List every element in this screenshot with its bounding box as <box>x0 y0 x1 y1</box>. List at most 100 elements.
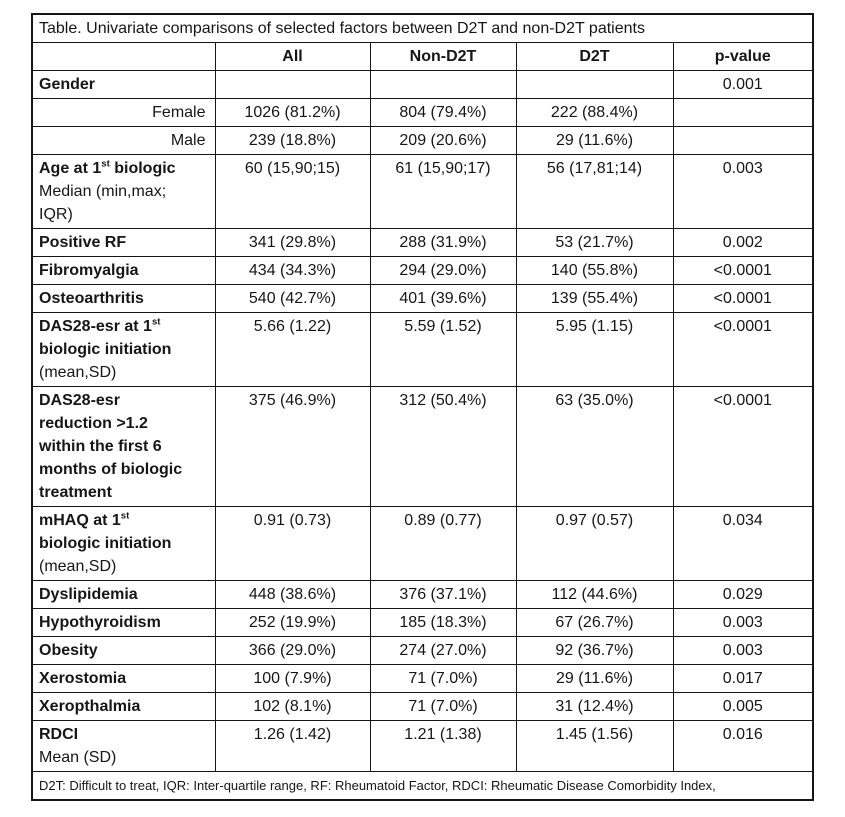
cell-non-d2t: 209 (20.6%) <box>369 126 517 155</box>
cell-non-d2t: 274 (27.0%) <box>369 636 517 665</box>
col-header-all: All <box>214 42 371 71</box>
row-label: DAS28-esr at 1st biologic initiation (mean… <box>31 312 216 387</box>
cell-d2t: 5.95 (1.15) <box>515 312 674 387</box>
cell-p-value <box>672 126 814 155</box>
row-label: Hypothyroidism <box>31 608 216 637</box>
cell-non-d2t: 401 (39.6%) <box>369 284 517 313</box>
cell-d2t: 140 (55.8%) <box>515 256 674 285</box>
cell-p-value: 0.034 <box>672 506 814 581</box>
cell-p-value: 0.002 <box>672 228 814 257</box>
table-header-row: All Non-D2T D2T p-value <box>31 42 814 71</box>
table-row: mHAQ at 1st biologic initiation (mean,SD) 0… <box>31 506 814 581</box>
cell-d2t: 29 (11.6%) <box>515 664 674 693</box>
table-row: Fibromyalgia 434 (34.3%) 294 (29.0%) 140 (5… <box>31 256 814 285</box>
table-row: Dyslipidemia 448 (38.6%) 376 (37.1%) 112 (4… <box>31 580 814 609</box>
table-title: Table. Univariate comparisons of selecte… <box>31 13 814 43</box>
table-title-row: Table. Univariate comparisons of selecte… <box>31 13 814 43</box>
row-label: Xeropthalmia <box>31 692 216 721</box>
row-label: DAS28-esr reduction >1.2 within the first … <box>31 386 216 507</box>
table-row: Xerostomia 100 (7.9%) 71 (7.0%) 29 (11.6%) 0… <box>31 664 814 693</box>
cell-d2t: 29 (11.6%) <box>515 126 674 155</box>
cell-d2t: 31 (12.4%) <box>515 692 674 721</box>
cell-d2t: 92 (36.7%) <box>515 636 674 665</box>
cell-non-d2t: 288 (31.9%) <box>369 228 517 257</box>
cell-non-d2t: 71 (7.0%) <box>369 692 517 721</box>
cell-non-d2t: 185 (18.3%) <box>369 608 517 637</box>
table-row: Female 1026 (81.2%) 804 (79.4%) 222 (88.4%) <box>31 98 814 127</box>
cell-all: 102 (8.1%) <box>214 692 371 721</box>
table-row: Age at 1st biologic Median (min,max; IQR) 6… <box>31 154 814 229</box>
row-label: Xerostomia <box>31 664 216 693</box>
cell-all: 341 (29.8%) <box>214 228 371 257</box>
cell-p-value: <0.0001 <box>672 284 814 313</box>
table-row: Obesity 366 (29.0%) 274 (27.0%) 92 (36.7%) 0… <box>31 636 814 665</box>
row-label: Age at 1st biologic Median (min,max; IQR) <box>31 154 216 229</box>
cell-all: 1.26 (1.42) <box>214 720 371 772</box>
cell-non-d2t: 312 (50.4%) <box>369 386 517 507</box>
table-row: RDCI Mean (SD) 1.26 (1.42) 1.21 (1.38) 1.45 … <box>31 720 814 772</box>
cell-all: 448 (38.6%) <box>214 580 371 609</box>
cell-non-d2t: 71 (7.0%) <box>369 664 517 693</box>
cell-all: 375 (46.9%) <box>214 386 371 507</box>
cell-all <box>214 70 371 99</box>
cell-non-d2t: 61 (15,90;17) <box>369 154 517 229</box>
cell-d2t: 222 (88.4%) <box>515 98 674 127</box>
table-row: DAS28-esr at 1st biologic initiation (mean… <box>31 312 814 387</box>
cell-p-value: <0.0001 <box>672 312 814 387</box>
cell-all: 100 (7.9%) <box>214 664 371 693</box>
col-header-factor <box>31 42 216 71</box>
cell-d2t: 53 (21.7%) <box>515 228 674 257</box>
cell-non-d2t: 376 (37.1%) <box>369 580 517 609</box>
cell-non-d2t: 804 (79.4%) <box>369 98 517 127</box>
cell-p-value: 0.016 <box>672 720 814 772</box>
table-row: Male 239 (18.8%) 209 (20.6%) 29 (11.6%) <box>31 126 814 155</box>
cell-p-value: <0.0001 <box>672 386 814 507</box>
cell-p-value: <0.0001 <box>672 256 814 285</box>
row-label: Male <box>31 126 216 155</box>
table-footnote: D2T: Difficult to treat, IQR: Inter-quar… <box>31 771 814 801</box>
cell-p-value: 0.005 <box>672 692 814 721</box>
cell-d2t: 63 (35.0%) <box>515 386 674 507</box>
cell-all: 0.91 (0.73) <box>214 506 371 581</box>
cell-all: 5.66 (1.22) <box>214 312 371 387</box>
cell-non-d2t <box>369 70 517 99</box>
col-header-p-value: p-value <box>672 42 814 71</box>
row-label: Obesity <box>31 636 216 665</box>
cell-d2t <box>515 70 674 99</box>
cell-d2t: 112 (44.6%) <box>515 580 674 609</box>
cell-d2t: 56 (17,81;14) <box>515 154 674 229</box>
table-row: Positive RF 341 (29.8%) 288 (31.9%) 53 (21.… <box>31 228 814 257</box>
cell-d2t: 0.97 (0.57) <box>515 506 674 581</box>
cell-non-d2t: 0.89 (0.77) <box>369 506 517 581</box>
cell-all: 1026 (81.2%) <box>214 98 371 127</box>
row-label: Gender <box>31 70 216 99</box>
cell-non-d2t: 5.59 (1.52) <box>369 312 517 387</box>
row-label: Fibromyalgia <box>31 256 216 285</box>
cell-p-value: 0.029 <box>672 580 814 609</box>
row-label: Osteoarthritis <box>31 284 216 313</box>
table-row: Gender 0.001 <box>31 70 814 99</box>
cell-p-value: 0.017 <box>672 664 814 693</box>
cell-p-value: 0.001 <box>672 70 814 99</box>
row-label: Positive RF <box>31 228 216 257</box>
cell-all: 434 (34.3%) <box>214 256 371 285</box>
cell-d2t: 67 (26.7%) <box>515 608 674 637</box>
cell-p-value: 0.003 <box>672 608 814 637</box>
cell-d2t: 1.45 (1.56) <box>515 720 674 772</box>
table-body: Gender 0.001 Female 1026 (81.2%) 804 (79.4%)… <box>31 70 814 772</box>
univariate-comparison-table: Table. Univariate comparisons of selecte… <box>31 13 815 801</box>
row-label: Dyslipidemia <box>31 580 216 609</box>
cell-non-d2t: 1.21 (1.38) <box>369 720 517 772</box>
table-row: DAS28-esr reduction >1.2 within the first … <box>31 386 814 507</box>
table-row: Hypothyroidism 252 (19.9%) 185 (18.3%) 67 (… <box>31 608 814 637</box>
table-footnote-row: D2T: Difficult to treat, IQR: Inter-quar… <box>31 771 814 801</box>
cell-all: 239 (18.8%) <box>214 126 371 155</box>
cell-p-value: 0.003 <box>672 154 814 229</box>
table-row: Xeropthalmia 102 (8.1%) 71 (7.0%) 31 (12.4%… <box>31 692 814 721</box>
cell-all: 540 (42.7%) <box>214 284 371 313</box>
cell-p-value: 0.003 <box>672 636 814 665</box>
row-label: RDCI Mean (SD) <box>31 720 216 772</box>
cell-p-value <box>672 98 814 127</box>
row-label: Female <box>31 98 216 127</box>
